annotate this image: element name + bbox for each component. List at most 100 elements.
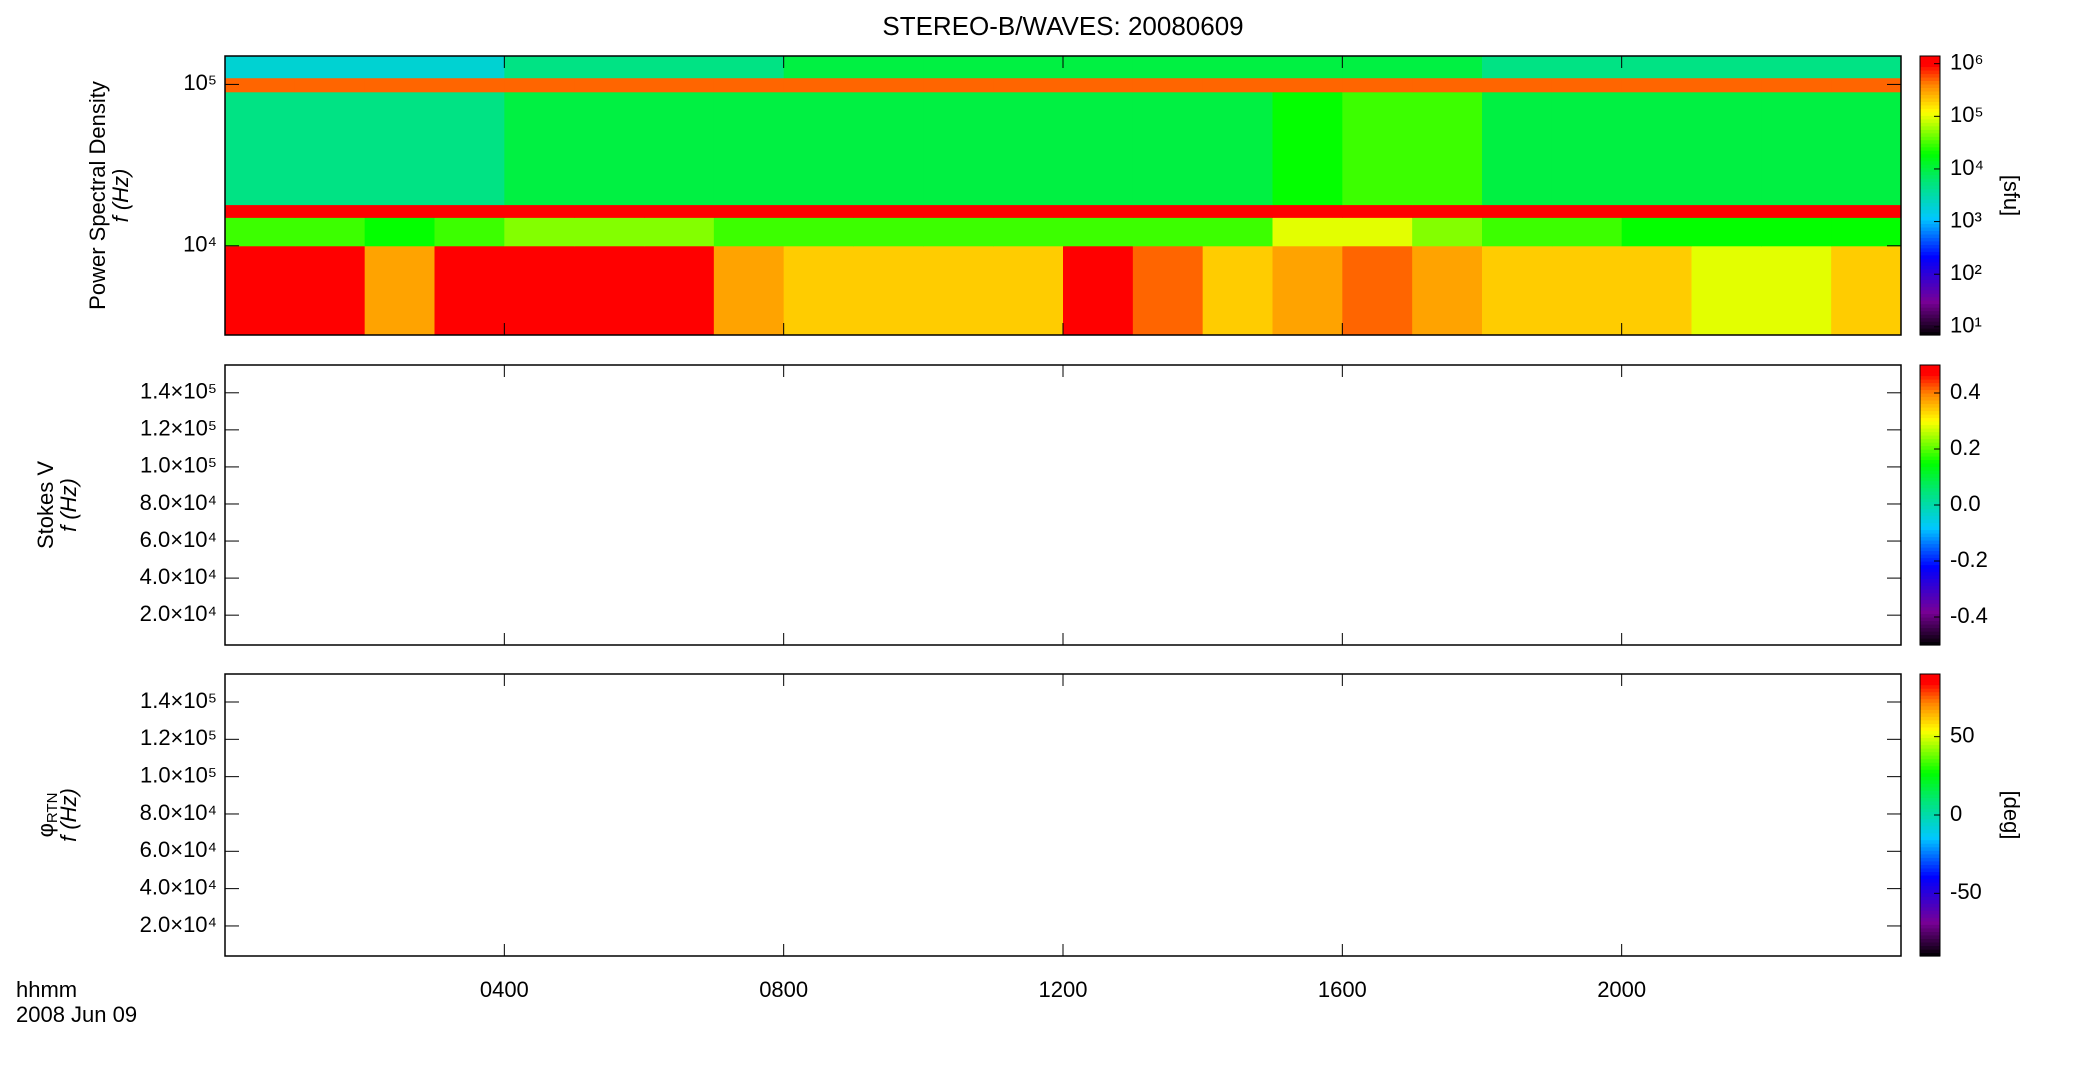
colorbar-swatch xyxy=(1920,871,1940,876)
y-axis-label: Stokes V xyxy=(33,461,58,549)
colorbar-swatch xyxy=(1920,948,1940,954)
colorbar-swatch xyxy=(1920,484,1940,489)
colorbar-swatch xyxy=(1920,505,1940,510)
colorbar-swatch xyxy=(1920,677,1940,682)
colorbar-swatch xyxy=(1920,702,1940,707)
colorbar-swatch xyxy=(1920,596,1940,601)
colorbar-swatch xyxy=(1920,515,1940,520)
colorbar-swatch xyxy=(1920,396,1940,401)
colorbar-swatch xyxy=(1920,723,1940,728)
x-tick-label: 0400 xyxy=(480,977,529,1002)
colorbar-swatch xyxy=(1920,108,1940,113)
colorbar-swatch xyxy=(1920,216,1940,221)
colorbar-swatch xyxy=(1920,705,1940,710)
colorbar-swatch xyxy=(1920,286,1940,291)
heatmap-cell xyxy=(1551,91,1623,206)
colorbar-swatch xyxy=(1920,931,1940,936)
colorbar-swatch xyxy=(1920,94,1940,99)
heatmap-cell xyxy=(1272,204,1343,218)
heatmap-cell xyxy=(1621,56,1692,79)
colorbar-tick-label: -0.4 xyxy=(1950,603,1988,628)
colorbar-swatch xyxy=(1920,268,1940,273)
heatmap-cell xyxy=(364,77,435,93)
colorbar-swatch xyxy=(1920,730,1940,735)
colorbar-swatch xyxy=(1920,853,1940,858)
heatmap-cell xyxy=(1831,56,1902,79)
heatmap-cell xyxy=(294,217,366,247)
colorbar-swatch xyxy=(1920,90,1940,95)
colorbar-swatch xyxy=(1920,557,1940,562)
heatmap-cell xyxy=(923,77,994,93)
heatmap-cell xyxy=(1202,56,1273,79)
heatmap-cell xyxy=(1412,56,1483,79)
colorbar-swatch xyxy=(1920,606,1940,611)
heatmap-cell xyxy=(504,245,575,336)
colorbar-swatch xyxy=(1920,205,1940,211)
colorbar-swatch xyxy=(1920,543,1940,548)
heatmap-cell xyxy=(644,245,715,336)
colorbar-swatch xyxy=(1920,807,1940,813)
heatmap-cell xyxy=(1831,245,1902,336)
colorbar-swatch xyxy=(1920,321,1940,326)
y-axis-label: φRTN xyxy=(33,793,61,838)
heatmap-cell xyxy=(1831,204,1902,218)
colorbar-swatch xyxy=(1920,769,1940,774)
colorbar-swatch xyxy=(1920,751,1940,756)
colorbar-swatch xyxy=(1920,375,1940,380)
heatmap-cell xyxy=(1412,217,1483,247)
heatmap-cell xyxy=(1691,245,1762,336)
colorbar-swatch xyxy=(1920,372,1940,377)
colorbar-swatch xyxy=(1920,832,1940,837)
colorbar-swatch xyxy=(1920,442,1940,447)
y-axis-label-2: f (Hz) xyxy=(56,478,81,532)
colorbar-tick-label: 10⁵ xyxy=(1950,102,1984,127)
heatmap-cell xyxy=(644,217,715,247)
colorbar-swatch xyxy=(1920,470,1940,475)
colorbar-swatch xyxy=(1920,379,1940,384)
colorbar-swatch xyxy=(1920,624,1940,629)
colorbar-swatch xyxy=(1920,143,1940,148)
colorbar-swatch xyxy=(1920,512,1940,517)
heatmap-cell xyxy=(923,245,994,336)
heatmap-cell xyxy=(574,245,645,336)
heatmap-cell xyxy=(1342,204,1413,218)
colorbar-swatch xyxy=(1920,571,1940,576)
colorbar-swatch xyxy=(1920,164,1940,169)
heatmap-cell xyxy=(1132,77,1204,93)
colorbar-swatch xyxy=(1920,56,1940,61)
colorbar-swatch xyxy=(1920,585,1940,590)
colorbar-swatch xyxy=(1920,494,1940,499)
colorbar-swatch xyxy=(1920,293,1940,298)
colorbar-swatch xyxy=(1920,889,1940,894)
colorbar-swatch xyxy=(1920,917,1940,922)
heatmap-cell xyxy=(1272,245,1343,336)
y-tick-label: 2.0×10⁴ xyxy=(140,601,217,626)
heatmap-cell xyxy=(1132,56,1204,79)
heatmap-cell xyxy=(783,56,854,79)
colorbar-swatch xyxy=(1920,540,1940,545)
heatmap-cell xyxy=(1482,245,1553,336)
heatmap-cell xyxy=(1412,245,1483,336)
colorbar-swatch xyxy=(1920,712,1940,717)
colorbar-swatch xyxy=(1920,240,1940,245)
y-tick-label: 10⁵ xyxy=(183,70,217,95)
colorbar-swatch xyxy=(1920,389,1940,394)
colorbar-swatch xyxy=(1920,307,1940,312)
colorbar-swatch xyxy=(1920,554,1940,559)
colorbar-swatch xyxy=(1920,132,1940,137)
colorbar-swatch xyxy=(1920,80,1940,85)
colorbar-swatch xyxy=(1920,811,1940,816)
colorbar-swatch xyxy=(1920,452,1940,457)
plot-frame xyxy=(224,364,1902,646)
colorbar-swatch xyxy=(1920,414,1940,419)
heatmap-cell xyxy=(574,77,645,93)
y-axis-label-text: Stokes V xyxy=(33,461,58,549)
colorbar-swatch xyxy=(1920,101,1940,106)
colorbar-swatch xyxy=(1920,317,1940,322)
colorbar-swatch xyxy=(1920,716,1940,721)
colorbar-swatch xyxy=(1920,881,1940,887)
colorbar-swatch xyxy=(1920,296,1940,301)
heatmap-cell xyxy=(364,217,435,247)
colorbar-swatch xyxy=(1920,737,1940,742)
heatmap-cell xyxy=(1551,77,1623,93)
